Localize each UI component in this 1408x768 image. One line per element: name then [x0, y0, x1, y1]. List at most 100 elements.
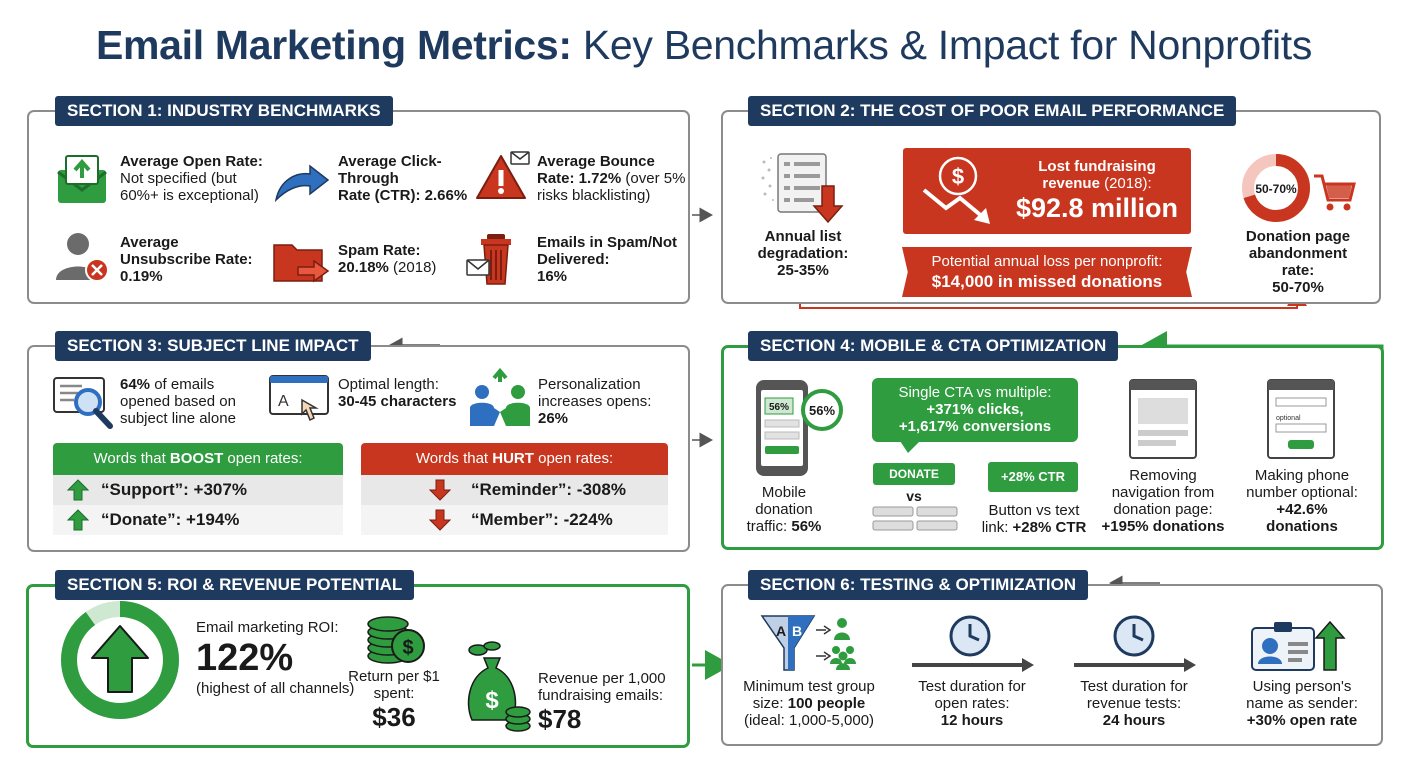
form-icon: optional	[1267, 379, 1335, 459]
ctr-text: Average Click-Through Rate (CTR): 2.66%	[338, 153, 473, 204]
sender-value: +30% open rate	[1246, 712, 1358, 729]
boost-head-a: Words that	[93, 450, 170, 467]
cta-vs: vs	[906, 488, 922, 504]
lost-label-a: Lost fundraising	[1038, 158, 1156, 175]
unsub-label: Average Unsubscribe Rate:	[120, 234, 253, 268]
hurt-head: Words that HURT open rates:	[361, 443, 668, 475]
hurt-head-b: HURT	[492, 450, 534, 467]
potential-value: $14,000 in missed donations	[931, 272, 1163, 291]
svg-text:A: A	[278, 393, 289, 410]
roi-ring-icon	[61, 601, 179, 719]
envelope-arrow-icon	[57, 155, 107, 203]
abandon-text: Donation page abandonment rate: 50-70%	[1238, 228, 1358, 296]
multiple-buttons-icon	[872, 506, 958, 531]
ctr-value-a: Rate (CTR):	[338, 187, 425, 204]
boost-row: “Donate”: +194%	[53, 505, 343, 535]
degradation-label: Annual list degradation:	[757, 228, 849, 262]
test-open-label: Test duration for open rates:	[918, 678, 1026, 712]
up-arrow-icon	[67, 479, 89, 501]
section-4-header: SECTION 4: MOBILE & CTA OPTIMIZATION	[748, 331, 1119, 361]
form-optional-label: optional	[1276, 415, 1301, 422]
lost-value: $92.8 million	[1015, 193, 1179, 223]
user-remove-icon	[56, 233, 109, 282]
spam-value-a: 20.18%	[338, 259, 389, 276]
cursor-field-icon: A	[269, 375, 329, 422]
bounce-label-b: Rate: 1.72%	[537, 170, 622, 187]
cta-label: Single CTA vs multiple:	[898, 384, 1052, 401]
revenue-value: $78	[538, 704, 582, 734]
clock-icon	[949, 615, 991, 657]
personal-text: Personalization increases opens: 26%	[538, 376, 668, 427]
degradation-value: 25-35%	[777, 262, 829, 279]
down-arrow-icon	[429, 509, 451, 531]
unsub-value: 0.19%	[120, 268, 163, 285]
hurt-row: “Reminder”: -308%	[361, 475, 668, 505]
ctr-value-b: 2.66%	[424, 187, 468, 204]
opened-label: of emails opened based on subject line a…	[120, 376, 236, 427]
bounce-text: Average Bounce Rate: 1.72% (over 5% risk…	[537, 153, 687, 204]
bounce-label-a: Average Bounce	[537, 153, 655, 170]
money-bag-icon: $	[467, 641, 531, 732]
boost-words-table: Words that BOOST open rates: “Support”: …	[53, 443, 343, 537]
duration-bar-open	[912, 658, 1034, 672]
roi-text: Email marketing ROI: 122% (highest of al…	[196, 619, 356, 697]
notdelivered-text: Emails in Spam/Not Delivered: 16%	[537, 234, 687, 285]
length-text: Optimal length: 30-45 characters	[338, 376, 458, 410]
group-value: 100 people	[787, 695, 866, 712]
hurt-row: “Member”: -224%	[361, 505, 668, 535]
length-value: 30-45 characters	[338, 393, 457, 410]
group-note: (ideal: 1,000-5,000)	[743, 712, 875, 729]
abandon-label: Donation page abandonment rate:	[1245, 228, 1351, 279]
group-size-text: Minimum test group size: 100 people (ide…	[736, 678, 882, 729]
hurt-head-c: open rates:	[533, 450, 614, 467]
list-down-icon	[761, 153, 844, 224]
personal-value: 26%	[538, 410, 569, 427]
lost-revenue-text: Lost fundraising revenue (2018): $92.8 m…	[1002, 158, 1192, 224]
bounce-value: (over 5% risks blacklisting)	[537, 170, 686, 204]
spam-value-b: (2018)	[393, 259, 437, 276]
magnifier-icon	[53, 377, 113, 429]
roi-value: 122%	[196, 637, 294, 679]
money-down-icon: $	[922, 156, 990, 224]
mobile-text: Mobile donation traffic: 56%	[746, 484, 822, 535]
notdelivered-value: 16%	[537, 268, 568, 285]
length-label: Optimal length:	[338, 376, 439, 393]
test-revenue-value: 24 hours	[1102, 712, 1166, 729]
test-open-text: Test duration for open rates: 12 hours	[902, 678, 1042, 729]
phone-screen-label: 56%	[769, 402, 789, 413]
sender-label: Using person's name as sender:	[1246, 678, 1358, 712]
phone-badge-label: 56%	[809, 403, 835, 418]
opened-value: 64%	[120, 376, 151, 393]
abandon-ring-icon: 50-70%	[1242, 154, 1310, 222]
boost-head-c: open rates:	[223, 450, 303, 467]
degradation-text: Annual list degradation: 25-35%	[756, 228, 850, 279]
id-card-icon	[1251, 620, 1346, 671]
spam-label: Spam Rate:	[338, 242, 421, 259]
clock-icon	[1113, 615, 1155, 657]
nav-label: Removing navigation from donation page:	[1111, 467, 1215, 518]
mobile-value: 56%	[791, 518, 822, 535]
potential-label: Potential annual loss per nonprofit:	[931, 253, 1163, 270]
test-revenue-label: Test duration for revenue tests:	[1080, 678, 1188, 712]
phone-optional-text: Making phone number optional: +42.6% don…	[1240, 467, 1364, 535]
nav-value: +195% donations	[1101, 518, 1225, 535]
ab-letter-a: A	[776, 623, 786, 639]
hurt-head-a: Words that	[415, 450, 493, 467]
potential-loss-ribbon: Potential annual loss per nonprofit: $14…	[902, 247, 1192, 297]
return-text: Return per $1 spent: $36	[348, 668, 440, 732]
svg-text:$: $	[402, 637, 413, 659]
unsub-text: Average Unsubscribe Rate: 0.19%	[120, 234, 260, 285]
lost-label-b: revenue	[1042, 175, 1100, 192]
page-title-bold: Email Marketing Metrics:	[95, 22, 572, 68]
donate-now-button[interactable]: DONATE NOW	[873, 463, 955, 503]
cta-bubble-tail	[900, 441, 920, 453]
boost-head: Words that BOOST open rates:	[53, 443, 343, 475]
section-6-header: SECTION 6: TESTING & OPTIMIZATION	[748, 570, 1089, 600]
cart-icon	[1314, 174, 1356, 211]
phone-optional-label: Making phone number optional:	[1246, 467, 1358, 501]
section-5-header: SECTION 5: ROI & REVENUE POTENTIAL	[55, 570, 415, 600]
folder-arrow-icon	[273, 244, 330, 283]
page-title-rest: Key Benchmarks & Impact for Nonprofits	[582, 22, 1313, 68]
ctr-label: Average Click-Through	[338, 153, 442, 187]
roi-label: Email marketing ROI:	[196, 619, 339, 636]
